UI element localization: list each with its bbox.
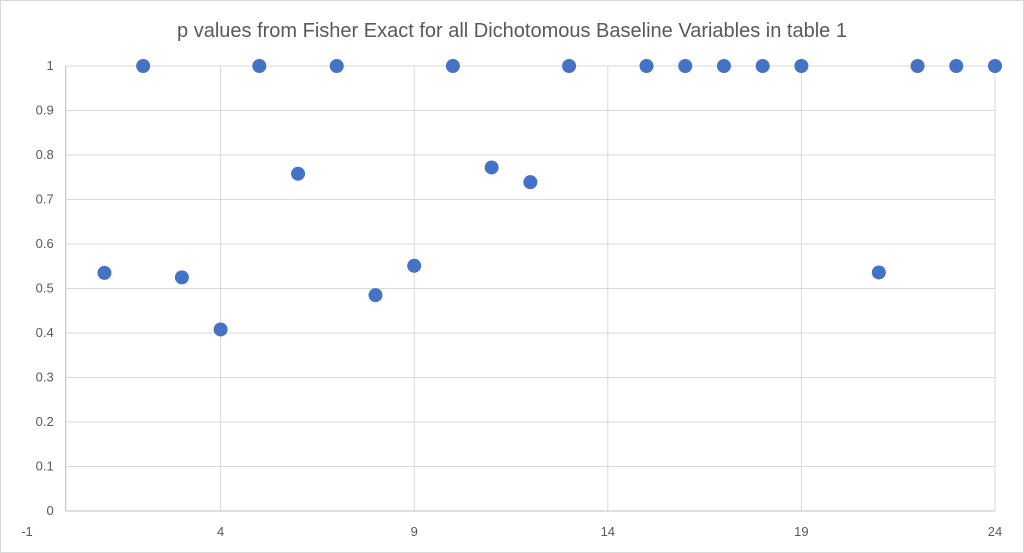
data-point [136,59,151,73]
x-tick-label: 14 [601,524,615,539]
data-point [794,59,809,73]
y-tick-label: 0.9 [36,103,54,118]
y-tick-label: 0.4 [36,325,54,340]
chart-title: p values from Fisher Exact for all Dicho… [177,20,847,42]
y-tick-label: 0.2 [36,414,54,429]
data-point [484,160,499,175]
data-point [291,166,306,181]
data-point [329,59,344,73]
data-point [910,59,925,73]
data-point [445,59,460,73]
y-tick-label: 0 [46,503,53,518]
y-tick-label: 0.8 [36,147,54,162]
y-tick-label: 0.5 [36,281,54,296]
gridlines [65,65,996,511]
x-tick-label: 19 [794,524,808,539]
data-point [213,322,228,337]
axes [65,66,995,512]
data-point [639,59,654,73]
data-point [97,265,112,280]
y-tick-label: 0.1 [36,459,54,474]
x-tick-label: -1 [21,524,33,539]
y-tick-label: 1 [46,58,53,73]
data-point [949,59,964,73]
tick-labels: 0 0.1 0.2 0.3 0.4 0.5 0.6 0.7 0.8 0.9 1 -1 4 9 14 19 24 [21,58,1002,539]
data-point [407,258,422,273]
data-point [678,59,693,73]
y-tick-label: 0.3 [36,370,54,385]
data-points [97,59,1002,337]
data-point [755,59,770,73]
x-tick-label: 24 [988,524,1002,539]
data-point [252,59,267,73]
data-point [523,175,538,190]
y-tick-label: 0.7 [36,192,54,207]
data-point [716,59,731,73]
x-tick-label: 4 [217,524,224,539]
y-tick-label: 0.6 [36,236,54,251]
data-point [988,59,1002,73]
data-point [871,265,886,280]
data-point [174,270,189,285]
data-point [562,59,577,73]
data-point [368,288,383,303]
x-tick-label: 9 [411,524,418,539]
